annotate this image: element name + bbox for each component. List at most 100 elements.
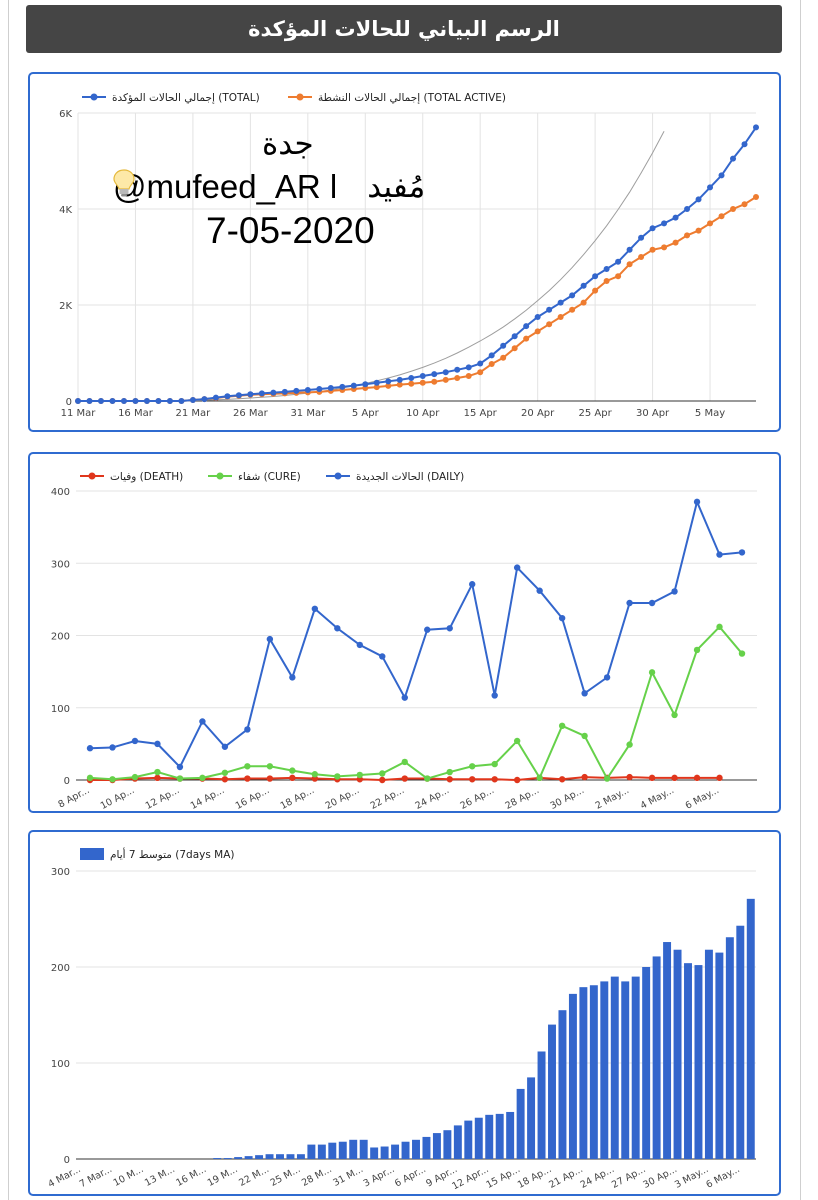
data-point (716, 774, 723, 782)
x-tick-label: 4 May... (639, 785, 676, 811)
x-tick-label: 18 Ap... (516, 1164, 554, 1191)
data-point (671, 774, 678, 782)
data-point (581, 690, 588, 697)
bar (642, 967, 651, 1159)
watermark-city: جدة (262, 126, 314, 161)
data-point (603, 775, 611, 782)
data-point (120, 398, 127, 404)
bar (359, 1139, 368, 1159)
data-point (244, 726, 251, 733)
data-point (212, 394, 219, 401)
data-point (385, 382, 392, 389)
x-tick-label: 26 Mar (233, 408, 269, 419)
bar (276, 1154, 284, 1159)
data-point (132, 398, 139, 404)
bar (568, 993, 577, 1159)
data-point (446, 625, 453, 632)
data-point (558, 614, 566, 622)
frame-left-edge (8, 0, 9, 1200)
bar (307, 1144, 316, 1159)
x-tick-label: 15 Ap... (484, 1164, 522, 1191)
legend-swatch-dot (296, 93, 304, 101)
data-point (693, 498, 701, 506)
bar (673, 949, 682, 1159)
data-point (684, 232, 691, 239)
x-tick-label: 12 Apr... (450, 1164, 490, 1192)
data-point (491, 692, 498, 699)
data-point (289, 774, 296, 782)
data-point (379, 770, 386, 777)
x-tick-label: 2 May... (594, 785, 631, 811)
x-tick-label: 5 May (695, 408, 725, 419)
x-tick-label: 25 M... (269, 1164, 303, 1189)
data-point (738, 549, 746, 556)
data-point (603, 266, 610, 272)
bar (380, 1146, 389, 1159)
x-tick-label: 15 Apr (464, 408, 498, 419)
x-tick-label: 16 Mar (118, 408, 154, 419)
data-point (626, 599, 633, 607)
data-point (419, 379, 426, 386)
bar (506, 1111, 515, 1159)
data-point (97, 398, 104, 404)
data-point (311, 605, 319, 612)
data-point (176, 775, 184, 782)
data-point (424, 775, 431, 782)
data-point (266, 763, 274, 770)
data-point (224, 393, 231, 400)
data-point (356, 771, 363, 779)
bar (715, 952, 724, 1159)
data-point (408, 380, 415, 387)
data-point (109, 744, 116, 751)
bar (296, 1154, 305, 1159)
lightbulb-icon (113, 169, 363, 202)
watermark-handle: @mufeed_AR l (113, 168, 338, 205)
bar (694, 965, 703, 1159)
bar (391, 1144, 400, 1159)
data-point (738, 650, 746, 657)
data-point (247, 391, 254, 398)
y-tick-label: 200 (51, 963, 70, 974)
data-point (638, 234, 645, 241)
watermark-brand: مُفيد (367, 169, 426, 204)
data-point (373, 379, 380, 386)
data-point (536, 587, 543, 594)
daily-cases-line-chart: 0 100 200 300 400 8 Apr... 10 Ap... 12 Ap... 14 … (51, 471, 757, 811)
data-point (718, 213, 725, 220)
data-point (491, 776, 498, 783)
data-point (258, 390, 265, 397)
data-point (716, 623, 723, 631)
series-line (89, 625, 743, 781)
data-point (661, 220, 668, 227)
data-point (419, 373, 426, 380)
bar (338, 1141, 347, 1159)
data-point (523, 323, 530, 330)
data-point (557, 314, 564, 320)
bar (255, 1155, 264, 1159)
data-point (580, 299, 587, 306)
x-tick-label: 22 Ap... (369, 785, 407, 811)
y-tick-label: 2K (59, 301, 72, 312)
data-point (695, 227, 702, 234)
bar (725, 937, 734, 1159)
data-point (334, 773, 341, 780)
data-point (178, 398, 185, 404)
data-point (334, 625, 341, 632)
data-point (201, 396, 208, 403)
bar (600, 981, 609, 1159)
data-point (626, 261, 633, 268)
data-point (491, 760, 498, 768)
moving-average-bar-chart: 0 100 200 300 4 Mar...7 Mar...10 M...13 M...… (46, 847, 756, 1192)
data-point (109, 398, 116, 404)
bar (370, 1147, 379, 1159)
data-point (672, 214, 679, 221)
data-point (109, 776, 116, 783)
data-point (546, 321, 553, 328)
data-point (569, 292, 576, 299)
data-point (221, 769, 229, 776)
bar (684, 963, 692, 1159)
x-tick-label: 31 M... (331, 1164, 365, 1189)
bar (516, 1088, 525, 1159)
data-point (615, 258, 622, 265)
data-point (477, 360, 484, 367)
